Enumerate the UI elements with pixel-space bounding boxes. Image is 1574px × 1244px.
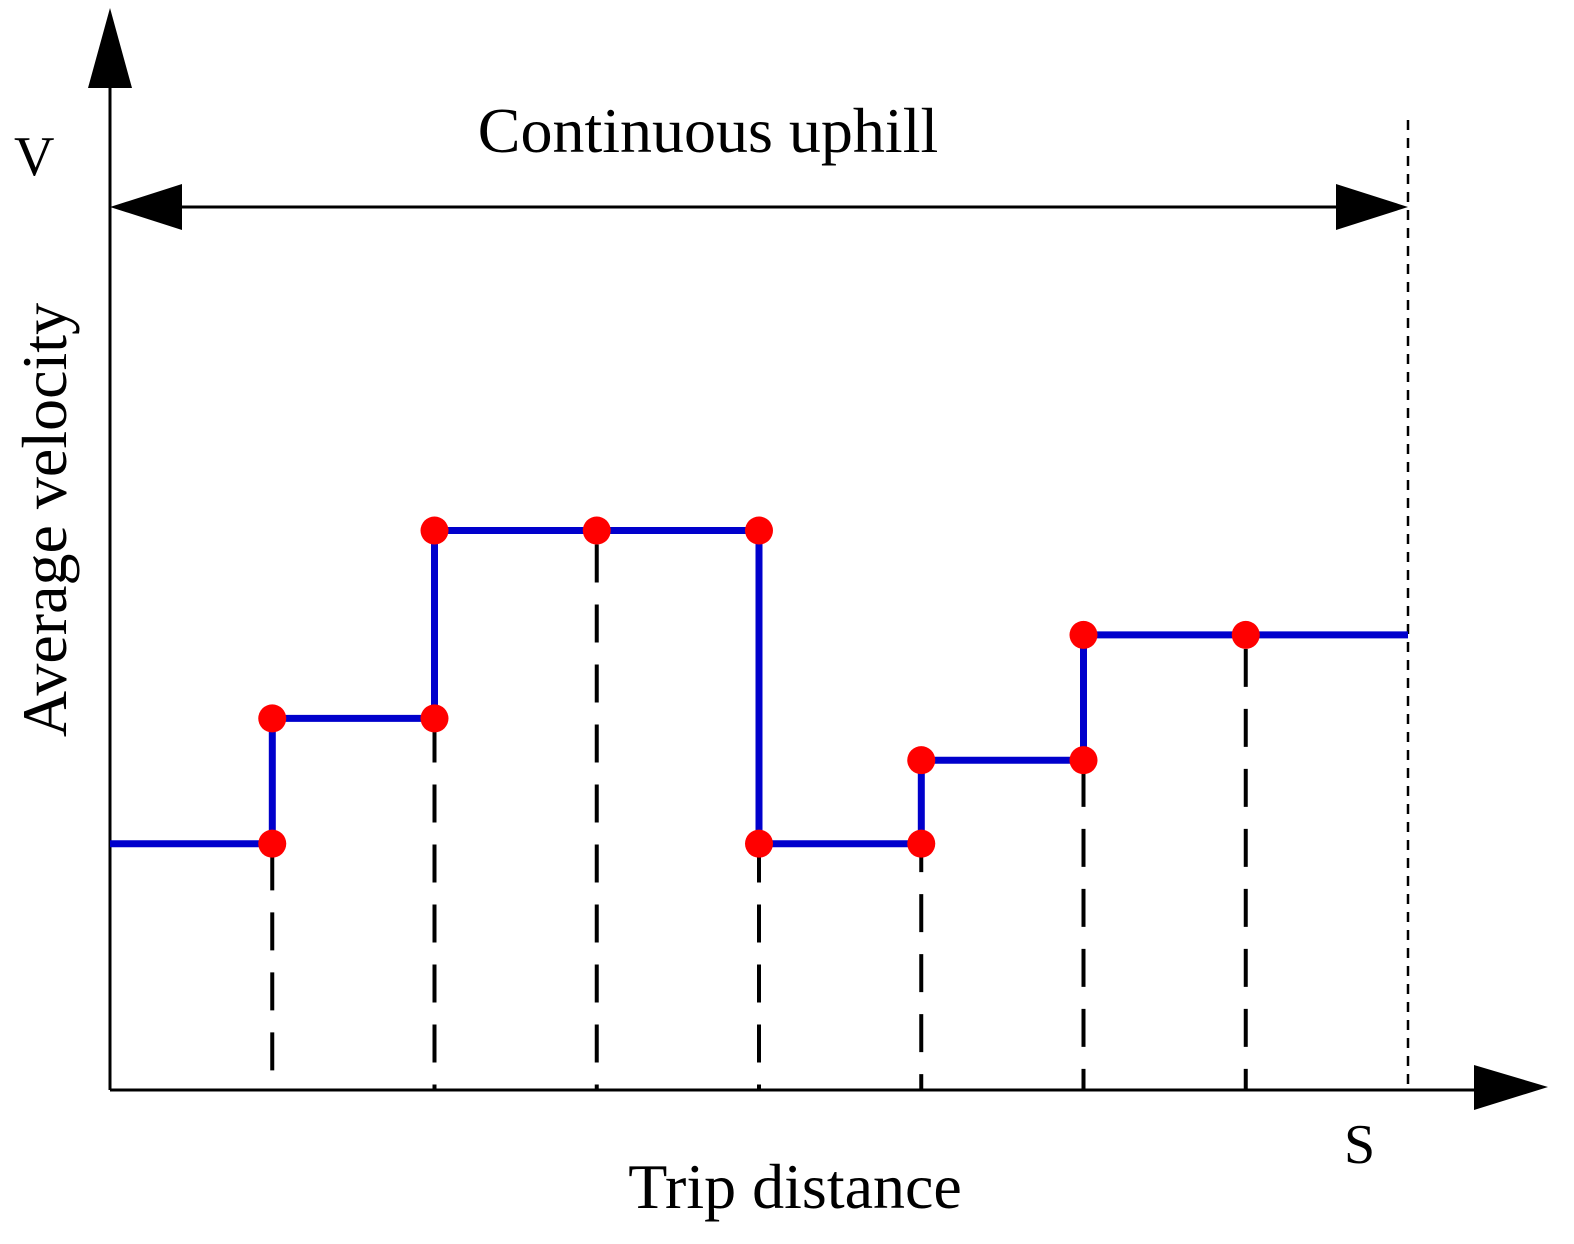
breakpoint-marker — [907, 746, 936, 775]
breakpoint-marker — [420, 516, 449, 545]
y-axis-arrowhead — [88, 8, 132, 88]
axes — [88, 8, 1548, 1110]
span-arrowhead-left — [110, 184, 182, 230]
breakpoint-marker — [907, 829, 936, 858]
x-axis-arrowhead — [1474, 1065, 1548, 1110]
breakpoint-marker — [745, 516, 773, 545]
breakpoint-marker — [1231, 620, 1260, 649]
x-axis-label: Trip distance — [628, 1151, 962, 1222]
breakpoint-marker — [1069, 620, 1098, 649]
breakpoint-marker — [420, 704, 449, 733]
y-axis-label: Average velocity — [9, 303, 80, 737]
span-annotation — [110, 184, 1408, 230]
breakpoint-marker — [582, 516, 611, 545]
breakpoint-marker — [1069, 746, 1098, 775]
breakpoint-marker — [258, 829, 287, 858]
span-label: Continuous uphill — [478, 95, 939, 166]
x-axis-symbol: S — [1344, 1114, 1375, 1176]
span-arrowhead-right — [1336, 184, 1408, 230]
breakpoint-markers — [258, 516, 1260, 858]
breakpoint-marker — [258, 704, 287, 733]
breakpoint-marker — [745, 829, 773, 858]
velocity-step-line — [110, 527, 1408, 848]
y-axis-symbol: V — [14, 126, 54, 188]
